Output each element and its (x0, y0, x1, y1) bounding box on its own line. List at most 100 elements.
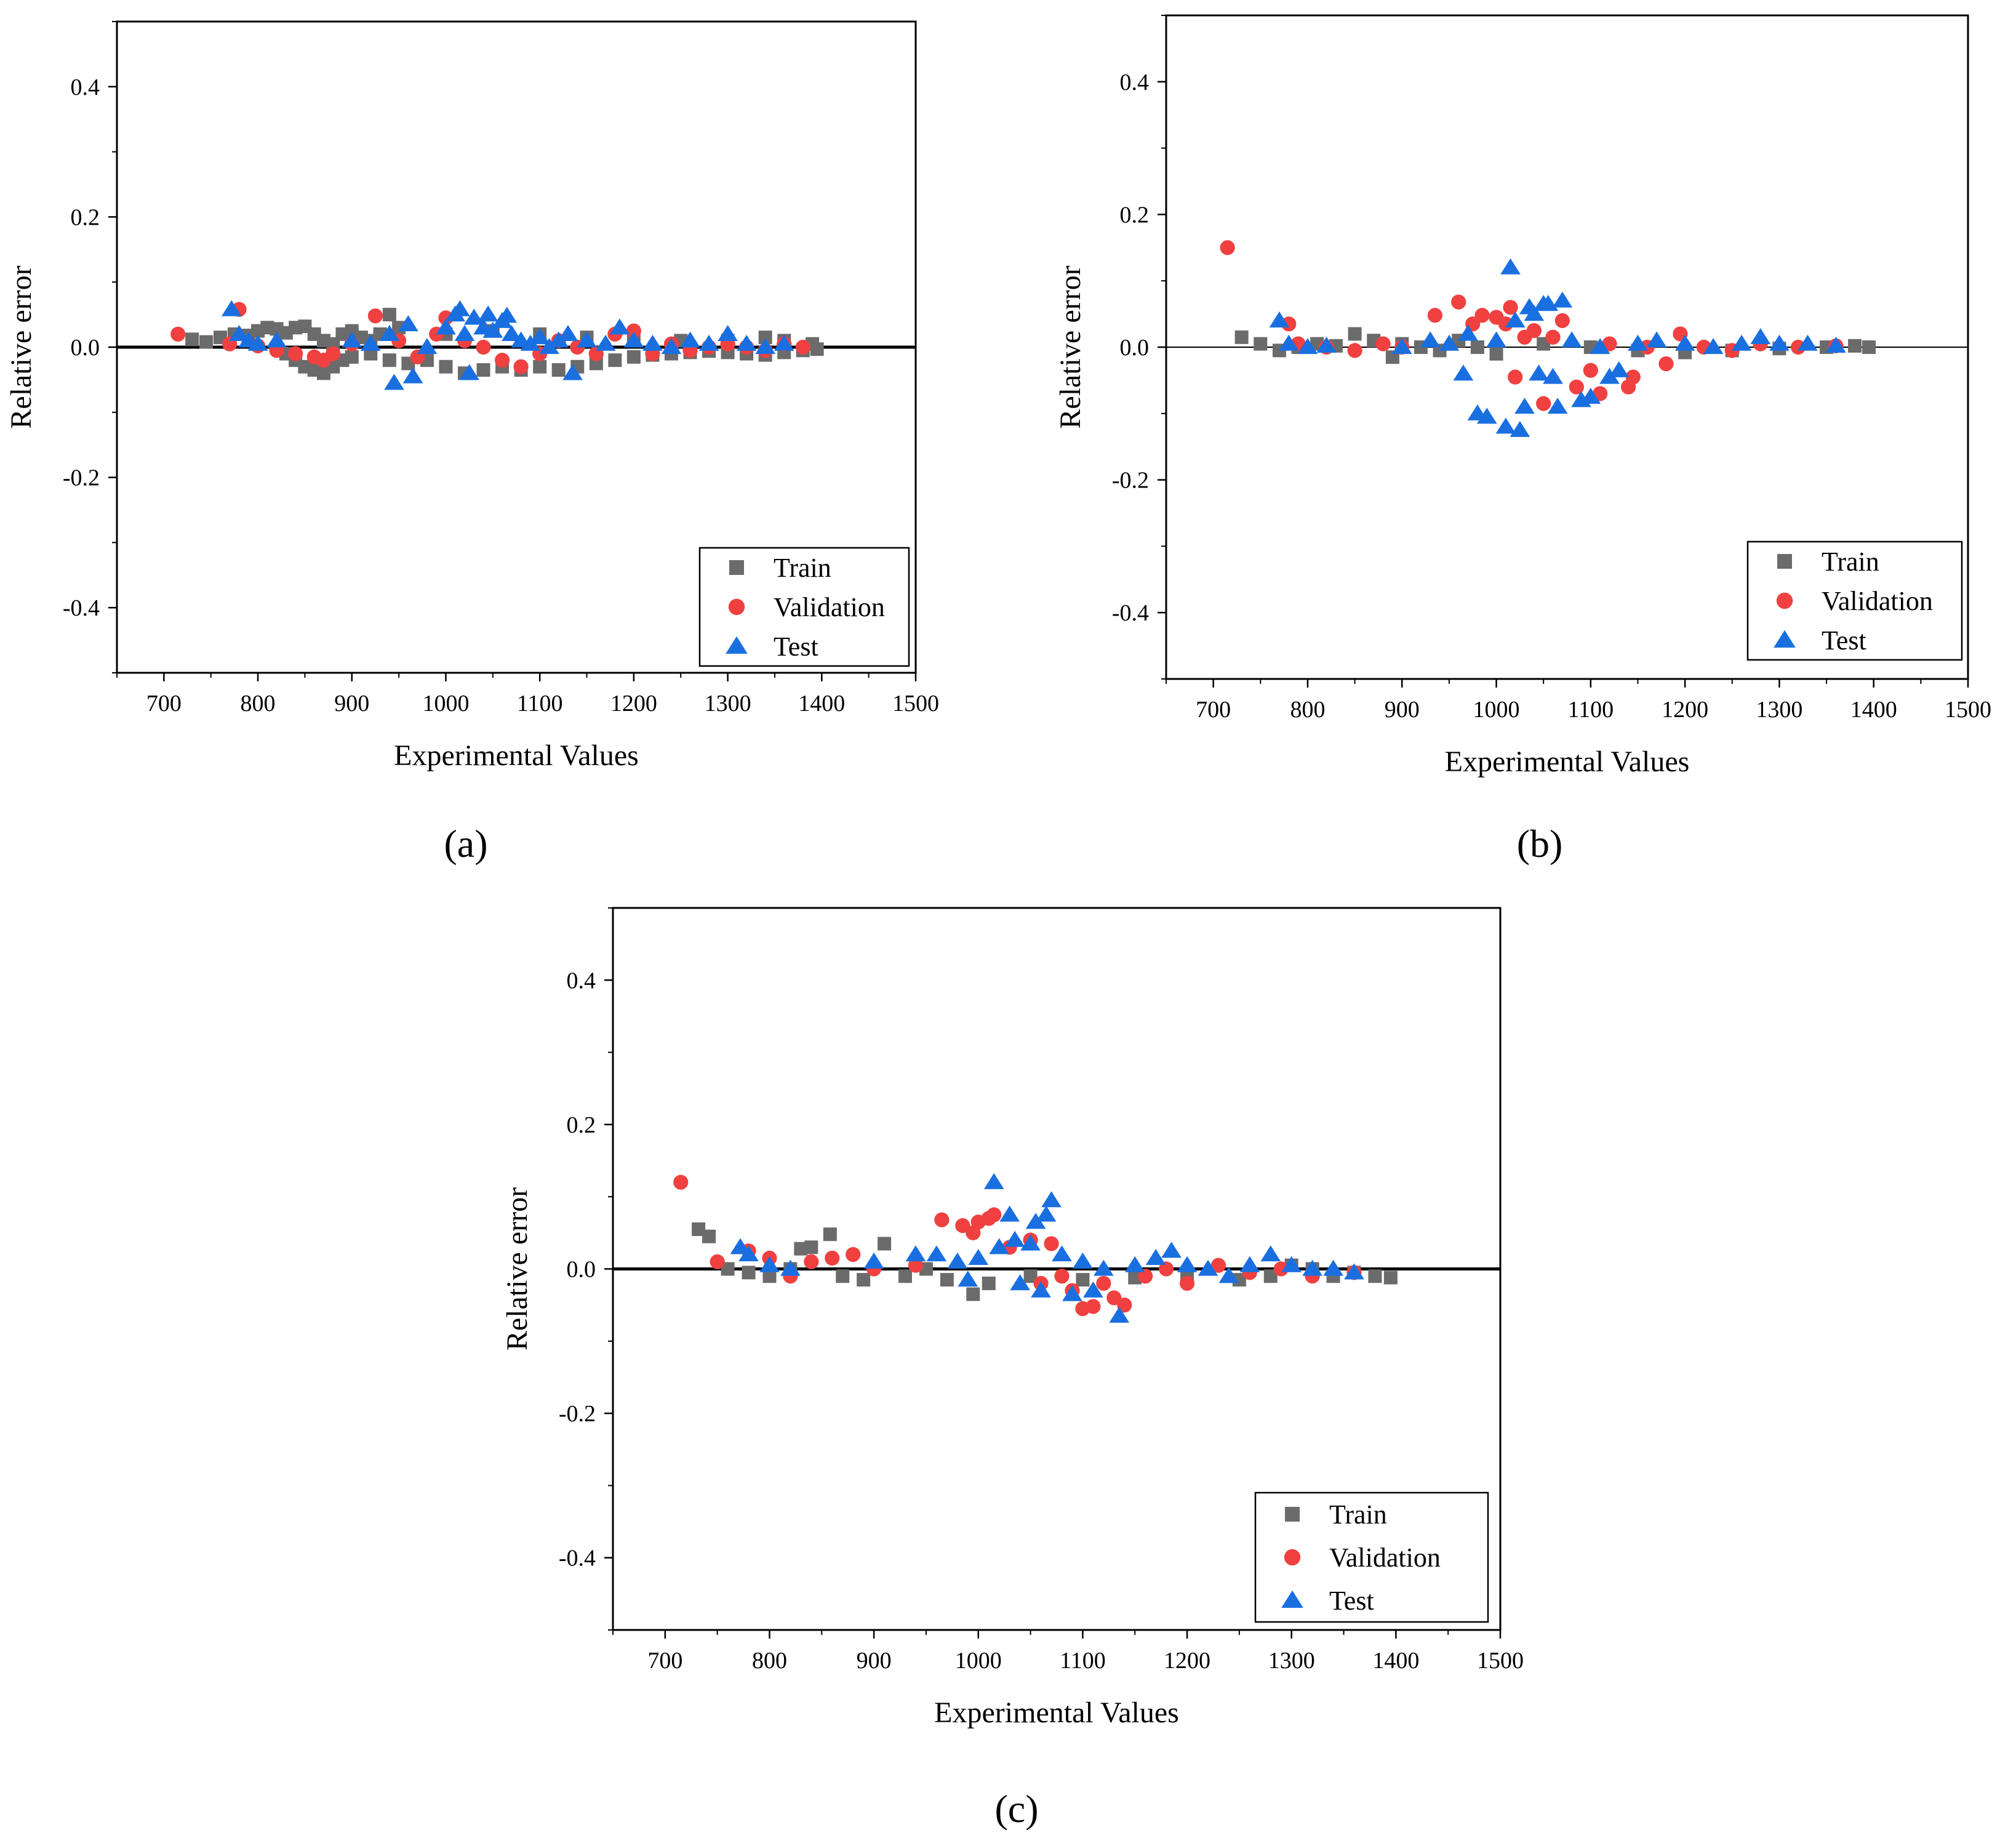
point-a-test-3 (247, 334, 268, 351)
x-tick-label-c-800: 800 (752, 1648, 787, 1674)
point-b-validation-27 (1658, 356, 1674, 372)
x-tick-label-a-1400: 1400 (798, 691, 845, 716)
point-a-validation-33 (795, 339, 810, 355)
point-a-validation-24 (626, 323, 641, 339)
point-b-test-5 (1420, 331, 1441, 348)
point-c-test-12 (999, 1205, 1020, 1222)
point-c-validation-30 (1210, 1258, 1226, 1273)
y-tick-label-c-2: 0.0 (567, 1257, 596, 1283)
point-a-test-23 (502, 324, 522, 341)
legend-marker-c-validation (1284, 1549, 1301, 1566)
point-a-train-61 (758, 331, 772, 345)
x-tick-label-a-1200: 1200 (610, 691, 657, 716)
point-b-test-25 (1561, 331, 1582, 348)
point-a-test-6 (360, 334, 381, 351)
point-a-test-0 (221, 300, 242, 316)
point-c-test-19 (1041, 1191, 1062, 1208)
point-c-test-29 (1177, 1256, 1198, 1272)
point-a-validation-14 (438, 310, 454, 326)
point-c-test-1 (738, 1245, 759, 1262)
point-b-test-36 (1750, 327, 1771, 344)
y-axis-title-b: Relative error (1054, 265, 1087, 428)
point-c-test-13 (1004, 1230, 1025, 1247)
point-b-test-16 (1514, 398, 1535, 414)
point-b-test-37 (1769, 334, 1790, 351)
y-tick-label-a-2: 0.0 (71, 335, 100, 361)
point-c-test-36 (1323, 1259, 1343, 1276)
x-tick-label-a-1000: 1000 (422, 691, 469, 716)
point-c-validation-28 (1159, 1261, 1174, 1277)
point-a-test-22 (497, 307, 518, 323)
x-tick-label-a-1300: 1300 (705, 691, 751, 716)
y-tick-label-b-4: 0.4 (1120, 70, 1150, 95)
point-c-validation-9 (908, 1258, 924, 1273)
point-b-test-34 (1703, 338, 1724, 355)
point-a-test-34 (623, 331, 644, 348)
y-axis-title-c: Relative error (501, 1187, 534, 1350)
point-a-test-16 (459, 364, 479, 380)
point-a-test-8 (384, 374, 404, 390)
point-b-validation-14 (1508, 369, 1523, 385)
legend-label-b-train: Train (1822, 547, 1879, 577)
point-c-validation-25 (1106, 1290, 1122, 1306)
x-axis-title-c: Experimental Values (934, 1696, 1179, 1729)
point-b-validation-20 (1569, 379, 1584, 395)
point-b-test-39 (1826, 336, 1846, 353)
point-c-test-5 (905, 1245, 926, 1262)
y-tick-label-a-0: -0.4 (63, 595, 100, 621)
y-tick-label-c-1: -0.2 (559, 1401, 596, 1427)
point-c-validation-29 (1179, 1275, 1195, 1291)
point-c-validation-0 (673, 1174, 689, 1190)
point-a-train-1 (199, 335, 214, 349)
point-a-test-10 (402, 367, 423, 383)
point-c-train-0 (692, 1222, 706, 1236)
point-c-train-18 (1076, 1273, 1090, 1287)
legend-marker-b-train (1777, 554, 1792, 569)
legend-marker-a-train (729, 560, 744, 575)
point-b-test-2 (1297, 338, 1318, 355)
point-a-test-5 (342, 331, 362, 348)
point-c-validation-32 (1273, 1261, 1289, 1277)
legend-marker-a-test (726, 636, 748, 654)
point-c-test-15 (1020, 1234, 1041, 1251)
point-c-test-35 (1302, 1259, 1322, 1276)
point-b-train-1 (1254, 337, 1268, 351)
point-b-test-27 (1580, 388, 1601, 404)
point-c-train-10 (857, 1273, 871, 1287)
point-c-validation-24 (1096, 1275, 1111, 1291)
chart-panel-c: (c) 700 800 900 1000 1100 1200 1300 1400 1500 -0.… (501, 907, 1524, 1831)
point-b-test-10 (1476, 407, 1497, 424)
x-tick-label-c-1500: 1500 (1477, 1648, 1524, 1674)
point-c-test-22 (1073, 1252, 1093, 1269)
legend-label-a-train: Train (774, 553, 831, 583)
x-tick-label-b-700: 700 (1196, 697, 1231, 723)
point-c-test-24 (1094, 1259, 1114, 1276)
y-tick-label-b-1: -0.2 (1112, 468, 1149, 494)
point-b-train-6 (1348, 327, 1362, 341)
point-b-validation-19 (1554, 313, 1570, 328)
y-tick-label-a-4: 0.4 (71, 74, 100, 100)
point-b-test-19 (1529, 364, 1549, 381)
point-c-validation-27 (1138, 1269, 1153, 1284)
x-tick-label-c-700: 700 (647, 1648, 682, 1674)
point-b-test-13 (1500, 258, 1521, 275)
point-a-test-41 (755, 338, 776, 355)
point-c-test-18 (1036, 1205, 1057, 1222)
point-b-test-24 (1552, 291, 1573, 308)
point-c-test-6 (926, 1245, 947, 1262)
point-b-validation-10 (1474, 308, 1490, 323)
point-c-test-11 (989, 1238, 1010, 1254)
point-c-test-4 (863, 1252, 884, 1269)
point-c-train-27 (1368, 1269, 1382, 1283)
legend-label-a-test: Test (774, 632, 818, 662)
point-b-validation-8 (1451, 294, 1466, 310)
point-c-train-1 (702, 1229, 716, 1243)
point-c-test-20 (1052, 1245, 1072, 1262)
point-a-train-28 (345, 350, 359, 364)
point-a-validation-10 (367, 308, 383, 324)
x-tick-label-c-1200: 1200 (1164, 1648, 1210, 1674)
point-a-validation-0 (170, 326, 186, 342)
point-c-test-3 (780, 1259, 801, 1276)
point-b-test-22 (1543, 367, 1563, 384)
